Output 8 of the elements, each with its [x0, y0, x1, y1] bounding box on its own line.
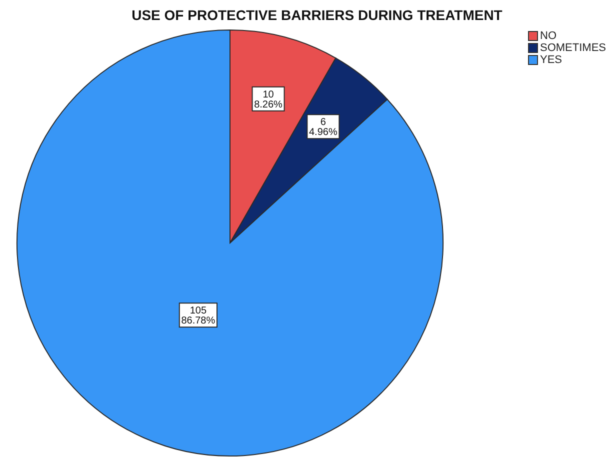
data-label: 6 4.96%	[309, 117, 338, 138]
legend-label: NO	[540, 30, 556, 42]
data-label: 105 86.78%	[181, 306, 216, 327]
pie-slice	[16, 30, 444, 456]
chart-title: USE OF PROTECTIVE BARRIERS DURING TREATMENT	[130, 7, 504, 23]
legend-label: YES	[540, 54, 562, 66]
data-label: 10 8.26%	[254, 89, 283, 110]
legend-label: SOMETIMES	[540, 42, 606, 54]
